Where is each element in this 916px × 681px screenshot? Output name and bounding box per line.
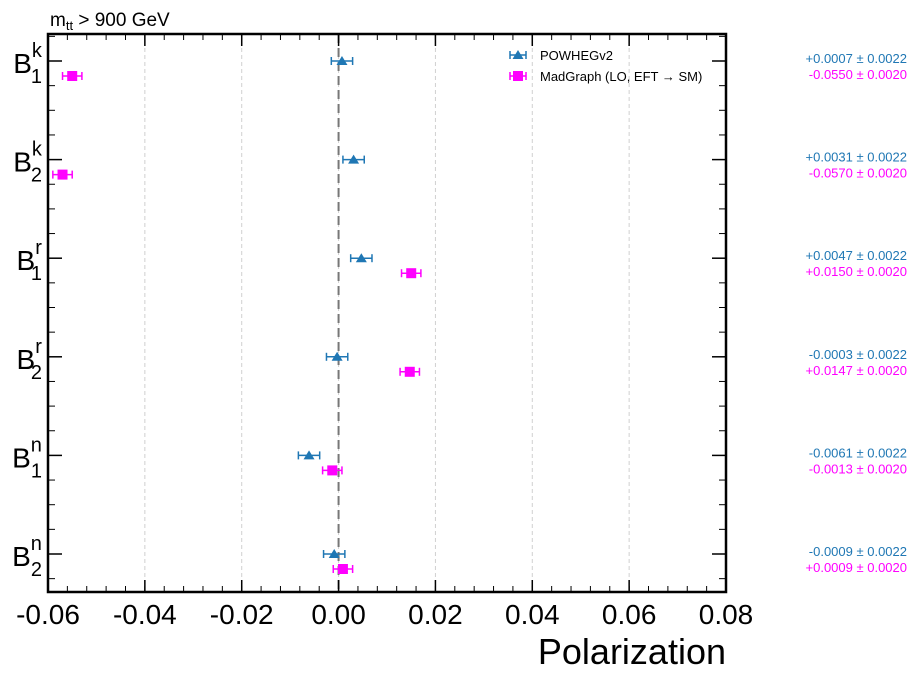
data-point-triangle xyxy=(348,154,360,164)
chart-title: mtt > 900 GeV xyxy=(50,10,170,33)
y-tick-label: Br 1 xyxy=(17,237,43,285)
value-annotation: +0.0007 ± 0.0022 xyxy=(806,51,907,66)
value-annotation: +0.0047 ± 0.0022 xyxy=(806,248,907,263)
data-point-square xyxy=(406,268,417,279)
value-annotation: -0.0003 ± 0.0022 xyxy=(809,347,907,362)
plot-frame xyxy=(46,32,728,594)
value-annotation: +0.0009 ± 0.0020 xyxy=(806,560,907,575)
data-point-triangle xyxy=(331,351,343,361)
y-tick-label: Br 2 xyxy=(17,336,43,384)
x-tick-label: -0.06 xyxy=(16,599,80,630)
data-point-triangle xyxy=(336,56,348,65)
value-annotation: +0.0147 ± 0.0020 xyxy=(806,363,907,378)
value-annotation: +0.0031 ± 0.0022 xyxy=(806,150,907,165)
y-tick-label: Bn 2 xyxy=(12,533,42,581)
data-point-triangle xyxy=(303,450,315,460)
x-tick-label: 0.00 xyxy=(311,599,366,630)
value-annotation: -0.0061 ± 0.0022 xyxy=(809,445,907,460)
data-point-square xyxy=(337,564,348,574)
legend-entry: POWHEGv2 xyxy=(540,48,613,63)
data-point-square xyxy=(57,169,68,180)
value-annotation: +0.0150 ± 0.0020 xyxy=(806,264,907,279)
value-annotation: -0.0570 ± 0.0020 xyxy=(809,166,907,181)
value-annotation: -0.0550 ± 0.0020 xyxy=(809,67,907,82)
y-tick-label: Bk 2 xyxy=(13,139,43,187)
value-annotation: -0.0013 ± 0.0020 xyxy=(809,461,907,476)
data-point-triangle xyxy=(355,253,367,263)
x-tick-label: 0.04 xyxy=(505,599,560,630)
legend-marker-triangle xyxy=(512,50,524,59)
x-tick-label: -0.02 xyxy=(210,599,274,630)
data-point-square xyxy=(327,465,338,476)
legend-marker-square xyxy=(513,71,523,81)
x-axis-label: Polarization xyxy=(538,631,726,672)
legend-entry: MadGraph (LO, EFT → SM) xyxy=(540,69,702,84)
value-annotation: -0.0009 ± 0.0022 xyxy=(809,544,907,559)
y-tick-label: Bn 1 xyxy=(12,434,42,482)
data-point-triangle xyxy=(328,549,340,558)
x-tick-label: -0.04 xyxy=(113,599,177,630)
x-tick-label: 0.08 xyxy=(699,599,754,630)
x-tick-label: 0.06 xyxy=(602,599,657,630)
data-point-square xyxy=(67,71,78,81)
y-tick-label: Bk 1 xyxy=(13,40,43,88)
data-point-square xyxy=(404,366,415,377)
x-tick-label: 0.02 xyxy=(408,599,463,630)
